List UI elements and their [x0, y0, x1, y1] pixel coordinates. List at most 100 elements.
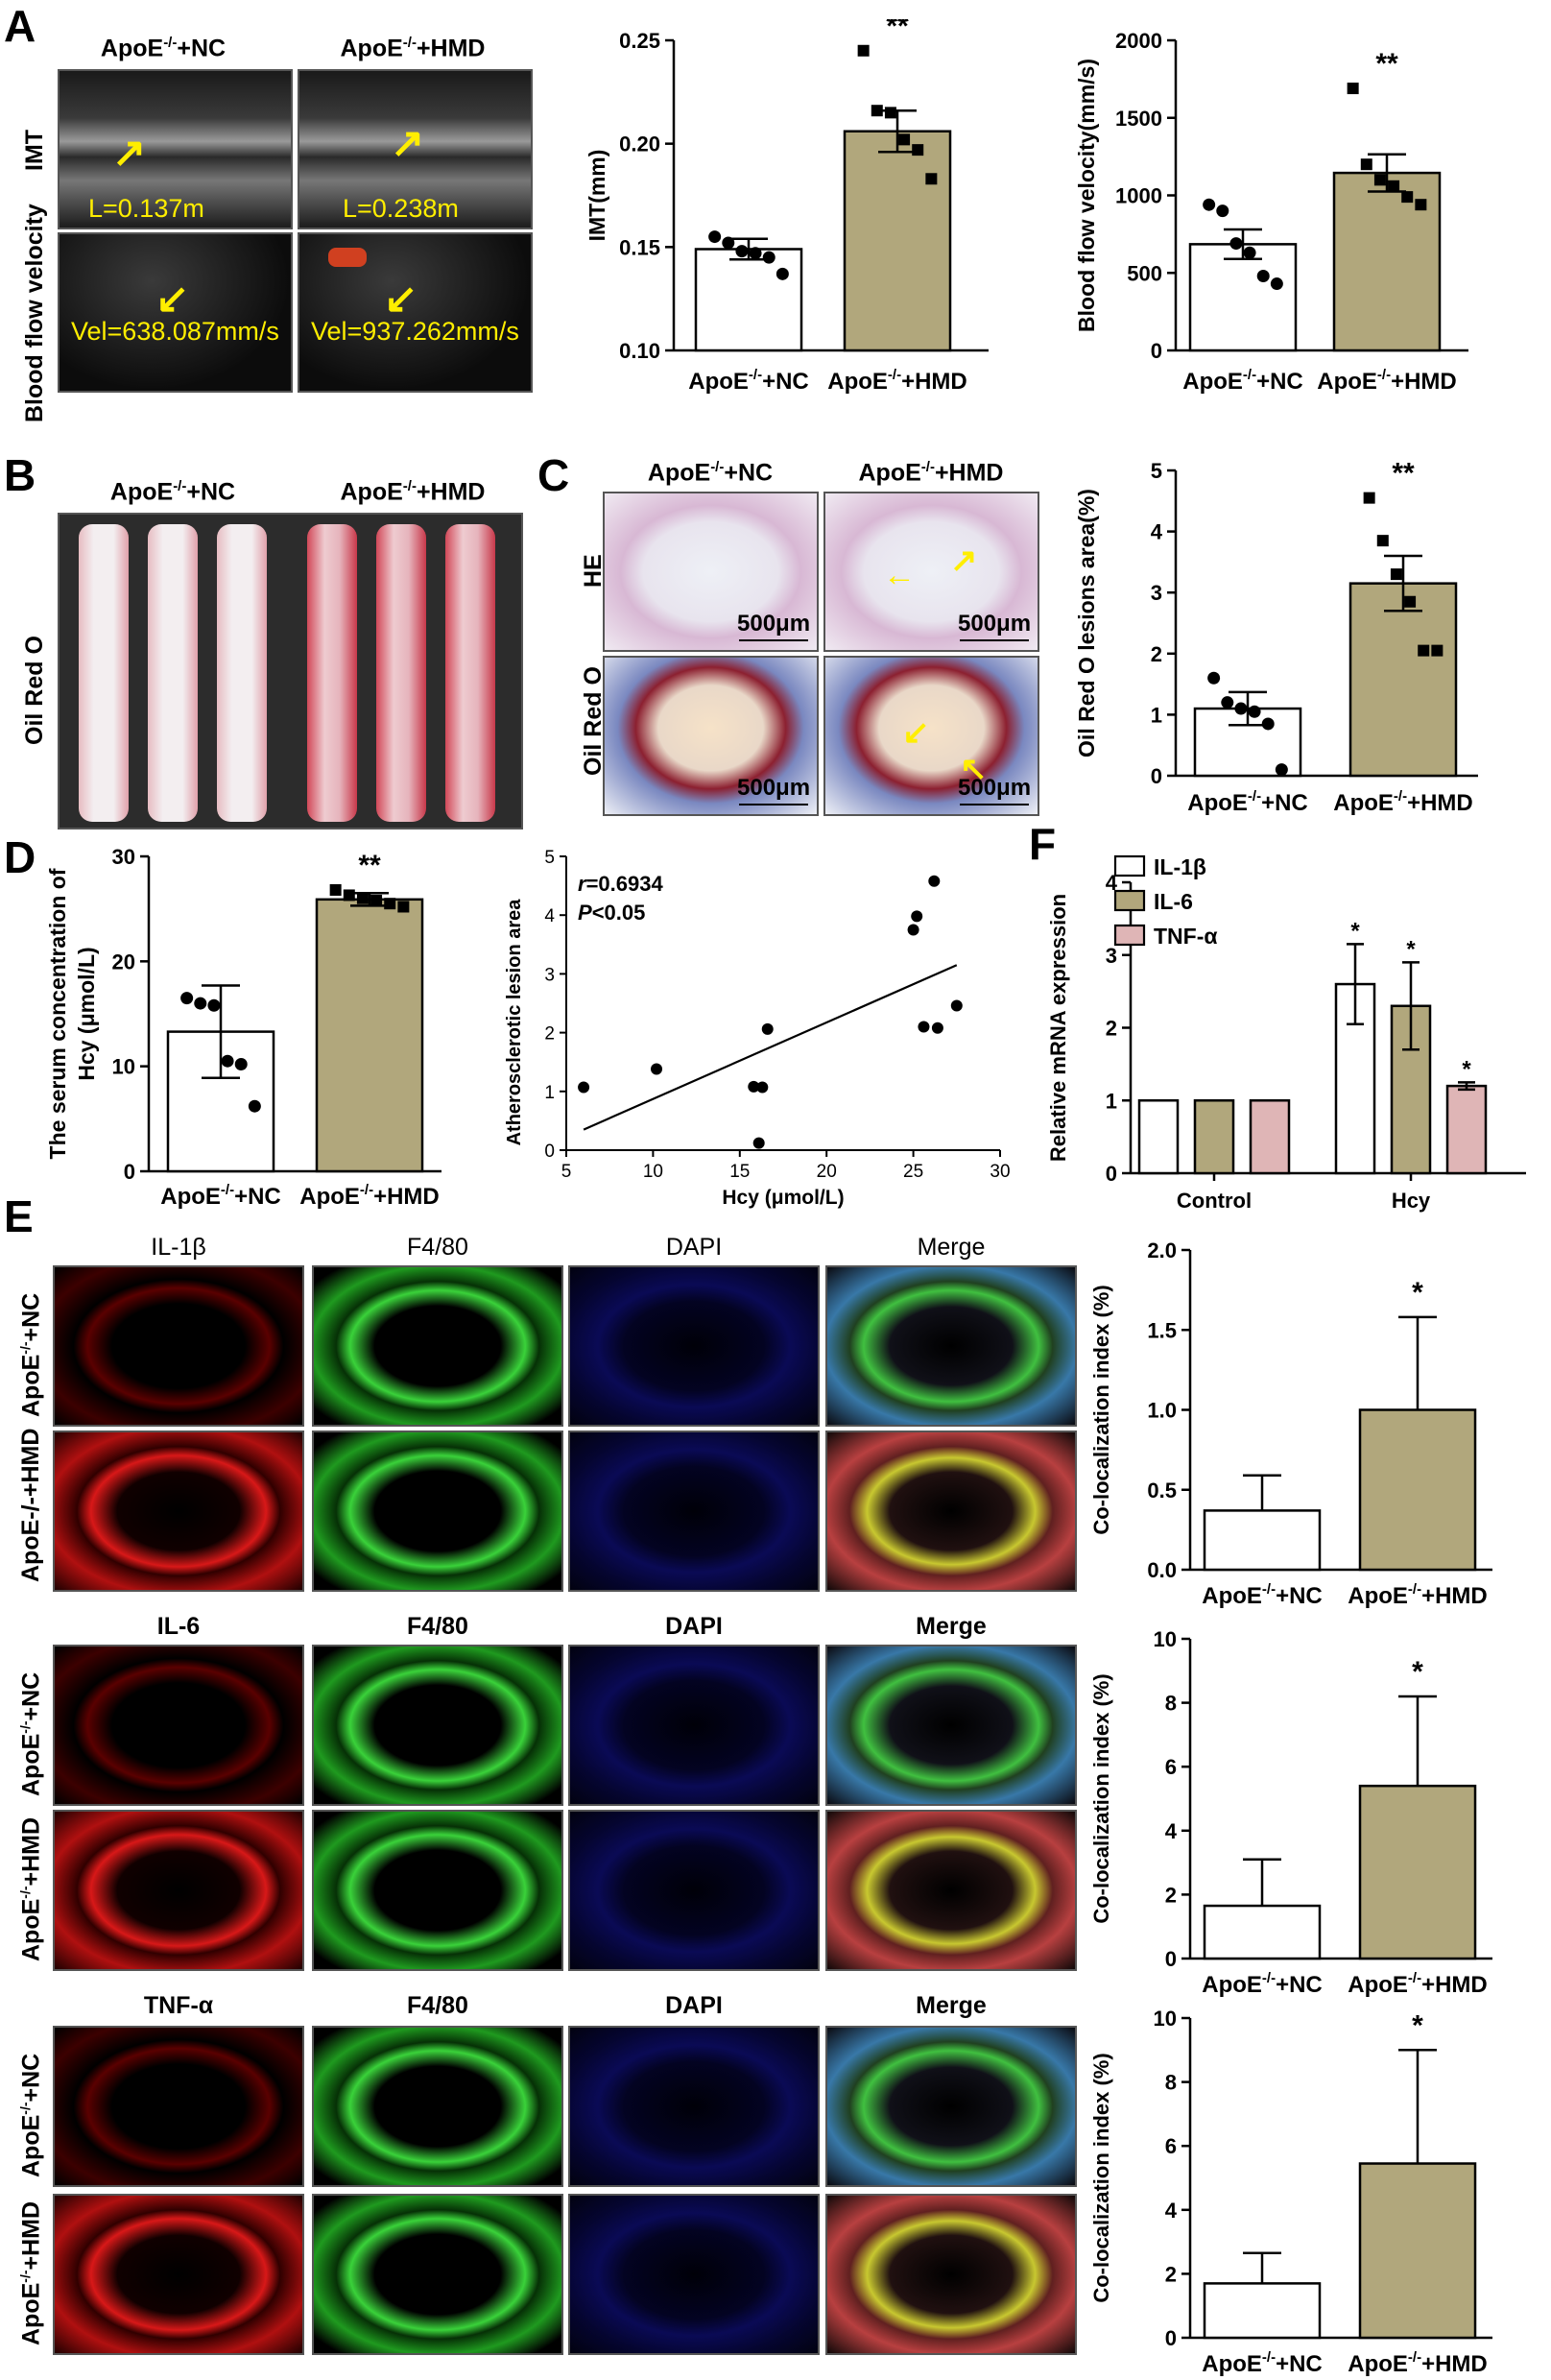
p-value: P<0.05 — [578, 901, 645, 925]
significance-marker: * — [1412, 2009, 1423, 2041]
fluorescence-image — [53, 1810, 304, 1971]
x-tick-label: ApoE-/-+NC — [1202, 1970, 1323, 1998]
panel-label-b: B — [4, 450, 36, 500]
y-tick-label: 1.0 — [1147, 1399, 1177, 1423]
fluorescence-image — [53, 1430, 304, 1592]
data-point — [1270, 277, 1283, 291]
x-tick-label: ApoE-/-+HMD — [299, 1182, 440, 1210]
y-tick-label: 4 — [1106, 871, 1118, 895]
bar — [1348, 582, 1458, 778]
y-tick-label: 0.15 — [619, 235, 660, 259]
y-tick-label: 3 — [1106, 944, 1117, 968]
group-header-hmd: ApoE-/-+HMD — [858, 459, 1004, 487]
significance-marker: * — [1350, 918, 1360, 944]
scale-label: 500μm — [737, 611, 811, 637]
bar — [1203, 1509, 1322, 1572]
yellow-arrow-icon: ← — [883, 557, 916, 593]
fluorescence-image — [825, 1810, 1077, 1971]
yellow-arrow-icon: ↖ — [960, 751, 988, 787]
column-header-3: Merge — [916, 1613, 987, 1640]
fluorescence-image — [825, 2026, 1077, 2187]
chart-blood-flow-velocity: 0 500 1000 1500 2000 Blood flow velocity(mm/s… — [1074, 29, 1468, 395]
data-point — [911, 910, 923, 923]
chart-colocalization-il1b: 0.0 0.5 1.0 1.5 2.0 Co-localization index (%)… — [1089, 1238, 1492, 1609]
fluorescence-image — [568, 2026, 820, 2187]
y-tick-label: 2000 — [1115, 29, 1162, 53]
significance-marker: ** — [1392, 458, 1415, 490]
fluorescence-image — [568, 1645, 820, 1806]
panel-label-d: D — [4, 832, 36, 882]
group-header-nc: ApoE-/-+NC — [647, 459, 774, 487]
ultrasound-flow-nc: ↙ Vel=638.087mm/s — [58, 232, 293, 393]
y-tick-label: 10 — [112, 1055, 135, 1079]
y-tick-label: 6 — [1165, 1755, 1177, 1779]
y-tick-label: 4 — [544, 906, 555, 926]
y-tick-label: 0 — [1151, 764, 1162, 788]
data-point — [651, 1063, 663, 1075]
scale-label: 500μm — [958, 611, 1032, 637]
panel-label-f: F — [1029, 819, 1057, 869]
velocity-nc: Vel=638.087mm/s — [71, 317, 279, 346]
x-tick-label: ApoE-/-+NC — [1187, 788, 1308, 816]
row-label-blood-flow: Blood flow velocity — [21, 204, 48, 422]
aorta-hmd-1 — [307, 524, 357, 822]
fluorescence-image — [312, 2026, 563, 2187]
scale-label: 500μm — [958, 775, 1032, 801]
y-tick-label: 1000 — [1115, 184, 1162, 208]
chart-serum-hcy: 0 10 20 30 The serum concentration of Hcy (μm… — [45, 845, 441, 1210]
group-header-nc: ApoE-/-+NC — [100, 35, 227, 62]
bar — [1203, 2282, 1322, 2340]
ultrasound-imt-hmd: ↗ L=0.238m — [298, 69, 533, 229]
data-point — [356, 892, 369, 904]
y-tick-label: 6 — [1165, 2134, 1177, 2158]
y-tick-label: 500 — [1127, 261, 1162, 285]
imt-measure-nc: L=0.137m — [88, 194, 204, 223]
data-point — [761, 1022, 774, 1035]
y-tick-label: 1500 — [1115, 107, 1162, 131]
column-header-1: F4/80 — [407, 1992, 468, 2019]
row-label-group: ApoE-/-+HMD — [17, 1816, 45, 1961]
fluorescence-image — [53, 1645, 304, 1806]
x-tick-label: 5 — [561, 1162, 572, 1182]
y-tick-label: 2 — [544, 1024, 555, 1045]
y-tick-label: 0 — [1165, 2326, 1177, 2350]
x-tick-label: ApoE-/-+NC — [1182, 367, 1303, 395]
data-point — [1388, 180, 1400, 192]
x-tick-label: 30 — [990, 1162, 1010, 1182]
y-tick-label: 5 — [544, 848, 555, 868]
fluorescence-image — [53, 2194, 304, 2355]
column-header-0: IL-6 — [156, 1613, 201, 1640]
x-tick-label: ApoE-/-+NC — [688, 367, 809, 395]
y-tick-label: 3 — [1151, 581, 1162, 605]
yellow-arrow-icon: ↙ — [155, 276, 190, 321]
bar — [694, 248, 803, 352]
fluorescence-image — [568, 2194, 820, 2355]
legend-swatch — [1113, 889, 1146, 912]
data-point — [1347, 83, 1359, 95]
imt-measure-hmd: L=0.238m — [343, 194, 459, 223]
data-point — [1234, 702, 1248, 715]
legend-swatch — [1113, 924, 1146, 947]
y-tick-label: 0.0 — [1147, 1558, 1177, 1582]
data-point — [748, 1080, 760, 1093]
data-point — [248, 1099, 261, 1113]
y-tick-label: 2 — [1165, 1883, 1177, 1907]
data-point — [397, 901, 410, 913]
data-point — [925, 173, 938, 185]
y-tick-label: 0.5 — [1147, 1478, 1177, 1503]
yellow-arrow-icon: ↙ — [902, 714, 930, 751]
velocity-hmd: Vel=937.262mm/s — [311, 317, 519, 346]
y-tick-label: 10 — [1154, 1627, 1177, 1651]
fluorescence-image — [568, 1430, 820, 1592]
y-tick-label: 5 — [1151, 459, 1162, 483]
bar — [1188, 243, 1298, 352]
data-point — [1360, 158, 1372, 171]
y-tick-label: 0 — [124, 1160, 135, 1184]
data-point — [928, 875, 941, 887]
oro-image-hmd: ↙ ↖ 500μm — [823, 656, 1039, 816]
fluorescence-image — [312, 2194, 563, 2355]
y-tick-label: 30 — [112, 845, 135, 869]
x-tick-label: 15 — [729, 1162, 750, 1182]
y-axis-label: Co-localization index (%) — [1089, 1285, 1113, 1534]
yellow-arrow-icon: ↙ — [384, 276, 418, 321]
